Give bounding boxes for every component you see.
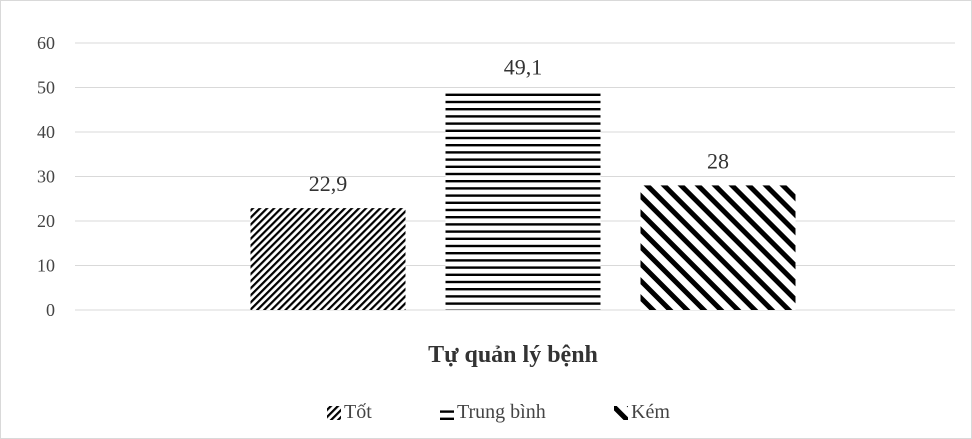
legend: Tốt Trung bình Kém [327, 401, 670, 423]
legend-label: Kém [631, 401, 670, 423]
legend-swatch-2 [440, 406, 454, 420]
data-label: 22,9 [309, 171, 348, 196]
legend-swatch-1 [327, 406, 341, 420]
bar-1 [250, 208, 406, 310]
y-tick-label: 30 [37, 167, 55, 187]
y-tick-label: 60 [37, 33, 55, 53]
x-axis-title: Tự quản lý bệnh [428, 342, 598, 368]
y-tick-label: 10 [37, 256, 55, 276]
y-axis: 0 10 20 30 40 50 60 [37, 33, 55, 320]
bars [250, 91, 796, 310]
y-tick-label: 0 [46, 300, 55, 320]
bar-3 [640, 185, 796, 310]
legend-label: Trung bình [457, 401, 546, 423]
data-labels: 22,9 49,1 28 [309, 55, 729, 197]
legend-swatch-3 [614, 406, 628, 420]
legend-label: Tốt [344, 401, 372, 423]
data-label: 28 [707, 148, 729, 173]
y-tick-label: 50 [37, 78, 55, 98]
y-tick-label: 40 [37, 122, 55, 142]
y-tick-label: 20 [37, 211, 55, 231]
bar-2 [445, 91, 601, 310]
data-label: 49,1 [504, 55, 543, 80]
